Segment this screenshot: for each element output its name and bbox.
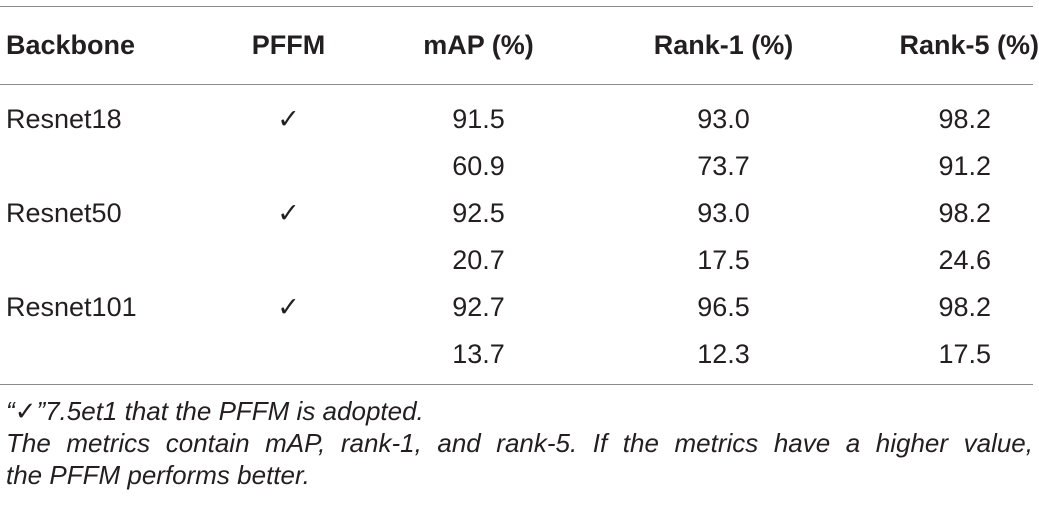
cell-rank1: 93.0	[697, 198, 750, 228]
header-pffm: PFFM	[251, 30, 326, 60]
header-rank5: Rank-5 (%)	[899, 30, 1039, 60]
check-icon: ✓	[277, 292, 300, 323]
table-row: Resnet18 ✓ 91.5 93.0 98.2	[0, 84, 1039, 143]
table-top-rule	[0, 6, 1033, 7]
cell-map: 91.5	[452, 104, 505, 134]
cell-rank5: 98.2	[938, 104, 991, 134]
cell-rank5: 91.2	[938, 151, 991, 181]
header-map: mAP (%)	[423, 30, 534, 60]
table-row: 60.9 73.7 91.2	[0, 143, 1039, 190]
cell-map: 20.7	[452, 245, 505, 275]
cell-backbone	[0, 143, 221, 190]
table-row: 20.7 17.5 24.6	[0, 237, 1039, 284]
table-footnotes: “✓”7.5et1 that the PFFM is adopted. The …	[6, 395, 1033, 491]
cell-backbone: Resnet101	[6, 292, 137, 322]
cell-rank1: 93.0	[697, 104, 750, 134]
table-bottom-rule	[0, 384, 1033, 385]
cell-pffm	[221, 143, 356, 190]
cell-pffm	[221, 237, 356, 284]
cell-rank5: 98.2	[938, 198, 991, 228]
footnote-checkmark: “✓”7.5et1 that the PFFM is adopted.	[6, 396, 424, 426]
cell-backbone: Resnet18	[6, 104, 122, 134]
cell-map: 13.7	[452, 339, 505, 369]
cell-map: 92.7	[452, 292, 505, 322]
footnote-metrics-line1: The metrics contain mAP, rank-1, and ran…	[6, 428, 1033, 458]
results-table: Backbone PFFM mAP (%) Rank-1 (%) Rank-5 …	[0, 7, 1039, 378]
cell-backbone: Resnet50	[6, 198, 122, 228]
table-row: Resnet50 ✓ 92.5 93.0 98.2	[0, 190, 1039, 237]
cell-rank5: 24.6	[938, 245, 991, 275]
footnote-metrics-line2: the PFFM performs better.	[6, 460, 310, 490]
cell-rank5: 17.5	[938, 339, 991, 369]
cell-pffm	[221, 331, 356, 378]
cell-map: 92.5	[452, 198, 505, 228]
cell-rank1: 12.3	[697, 339, 750, 369]
table-row: 13.7 12.3 17.5	[0, 331, 1039, 378]
table-header-row: Backbone PFFM mAP (%) Rank-1 (%) Rank-5 …	[0, 7, 1039, 84]
table-row: Resnet101 ✓ 92.7 96.5 98.2	[0, 284, 1039, 331]
cell-rank1: 96.5	[697, 292, 750, 322]
cell-map: 60.9	[452, 151, 505, 181]
cell-rank1: 17.5	[697, 245, 750, 275]
cell-backbone	[0, 237, 221, 284]
check-icon: ✓	[277, 104, 300, 135]
check-icon: ✓	[277, 198, 300, 229]
cell-rank5: 98.2	[938, 292, 991, 322]
table-header-rule	[0, 84, 1033, 85]
header-backbone: Backbone	[6, 30, 136, 60]
cell-rank1: 73.7	[697, 151, 750, 181]
cell-backbone	[0, 331, 221, 378]
header-rank1: Rank-1 (%)	[653, 30, 794, 60]
